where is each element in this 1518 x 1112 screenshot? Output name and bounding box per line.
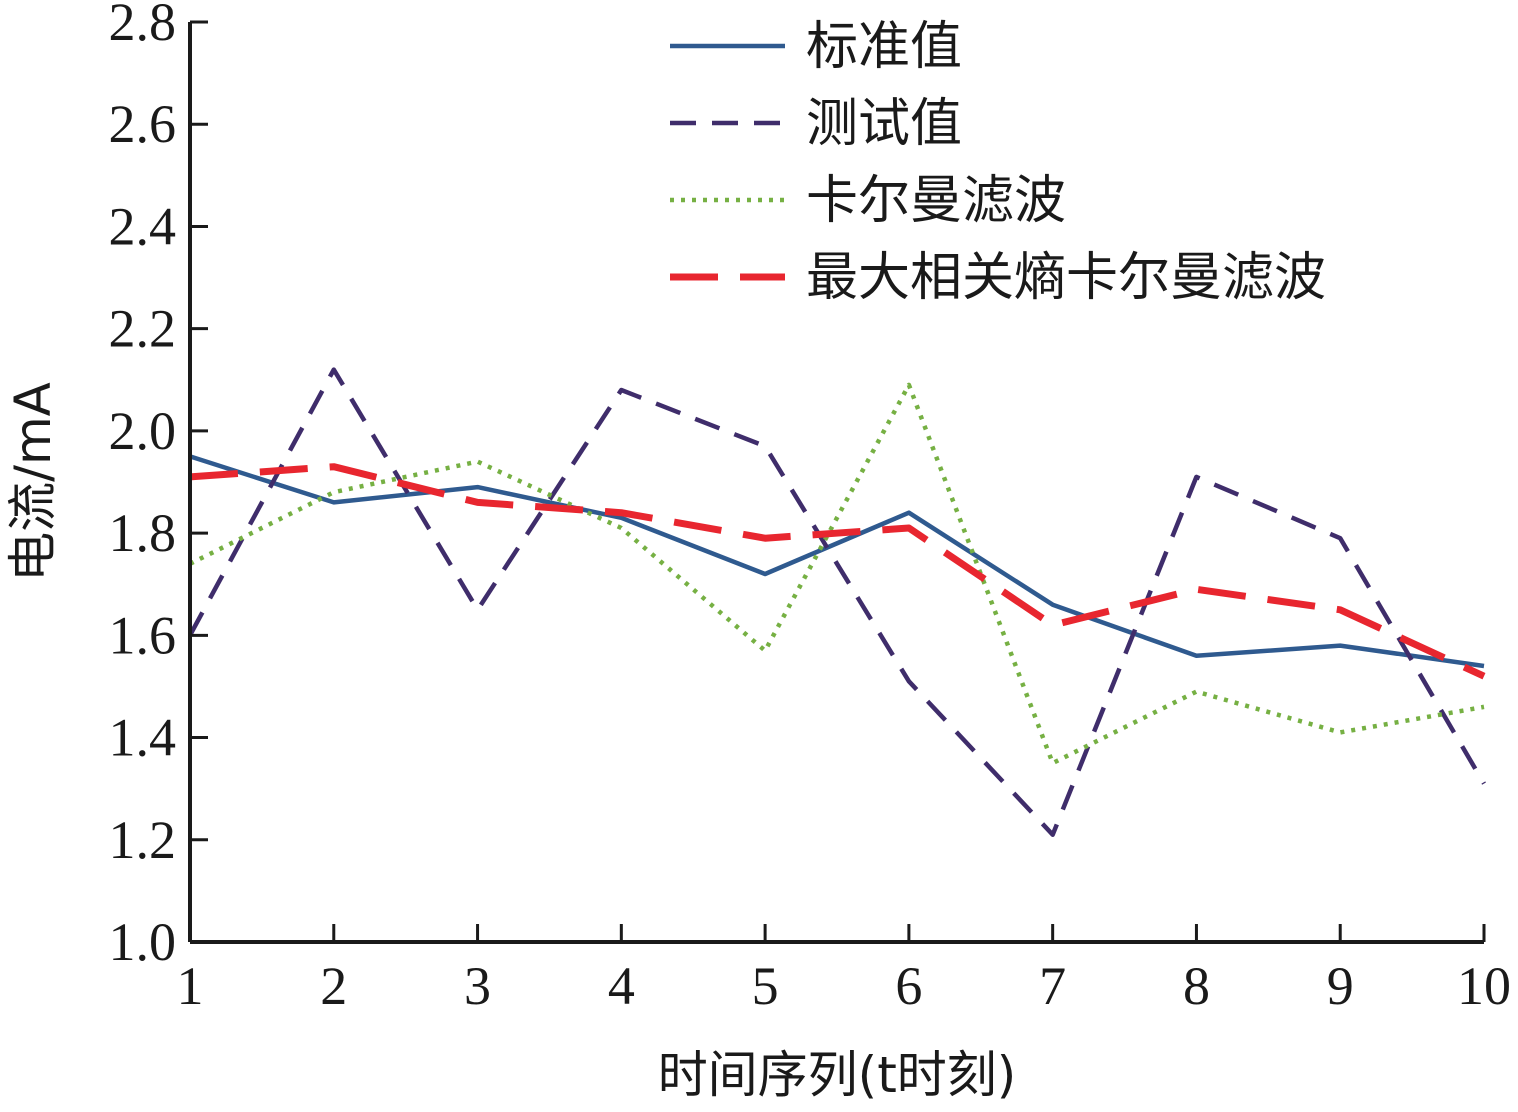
series-line-4 [189,463,1486,680]
x-tick-label: 10 [1457,956,1511,1016]
x-axis-title: 时间序列(t时刻) [658,1046,1017,1104]
x-tick-label: 5 [752,956,779,1016]
y-tick-label: 2.6 [109,94,177,154]
series-line-3 [188,382,1485,766]
y-tick-label: 2.0 [109,401,177,461]
series-line-2 [188,367,1486,837]
legend-label-4: 最大相关熵卡尔曼滤波 [806,248,1326,308]
x-tick-label: 7 [1039,956,1066,1016]
y-tick-label: 1.8 [109,503,177,563]
y-axis-title: 电流/mA [4,382,62,582]
series-line-1 [189,454,1485,669]
y-tick-label: 2.2 [109,299,177,359]
series-layer [188,367,1486,837]
y-tick-label: 1.6 [109,605,177,665]
ticks-layer: 1.0 1.2 1.4 1.6 1.8 2.0 2.2 2.4 2.6 2.8 1 2 3 4 5 6 7 8 9 1… [109,0,1512,1016]
x-tick-label: 1 [177,956,204,1016]
legend-label-1: 标准值 [806,17,962,77]
x-tick-label: 2 [320,956,347,1016]
x-tick-label: 8 [1183,956,1210,1016]
x-tick-label: 6 [895,956,922,1016]
x-tick-label: 3 [464,956,491,1016]
y-tick-label: 1.2 [109,810,177,870]
axes-layer [188,22,1484,944]
x-tick-label: 9 [1327,956,1354,1016]
legend-label-3: 卡尔曼滤波 [806,171,1066,231]
y-tick-label: 1.4 [109,708,177,768]
x-tick-label: 4 [608,956,635,1016]
y-tick-label: 2.4 [109,196,177,256]
y-tick-label: 1.0 [109,912,177,972]
y-tick-label: 2.8 [109,0,177,52]
legend-label-2: 测试值 [806,94,962,154]
